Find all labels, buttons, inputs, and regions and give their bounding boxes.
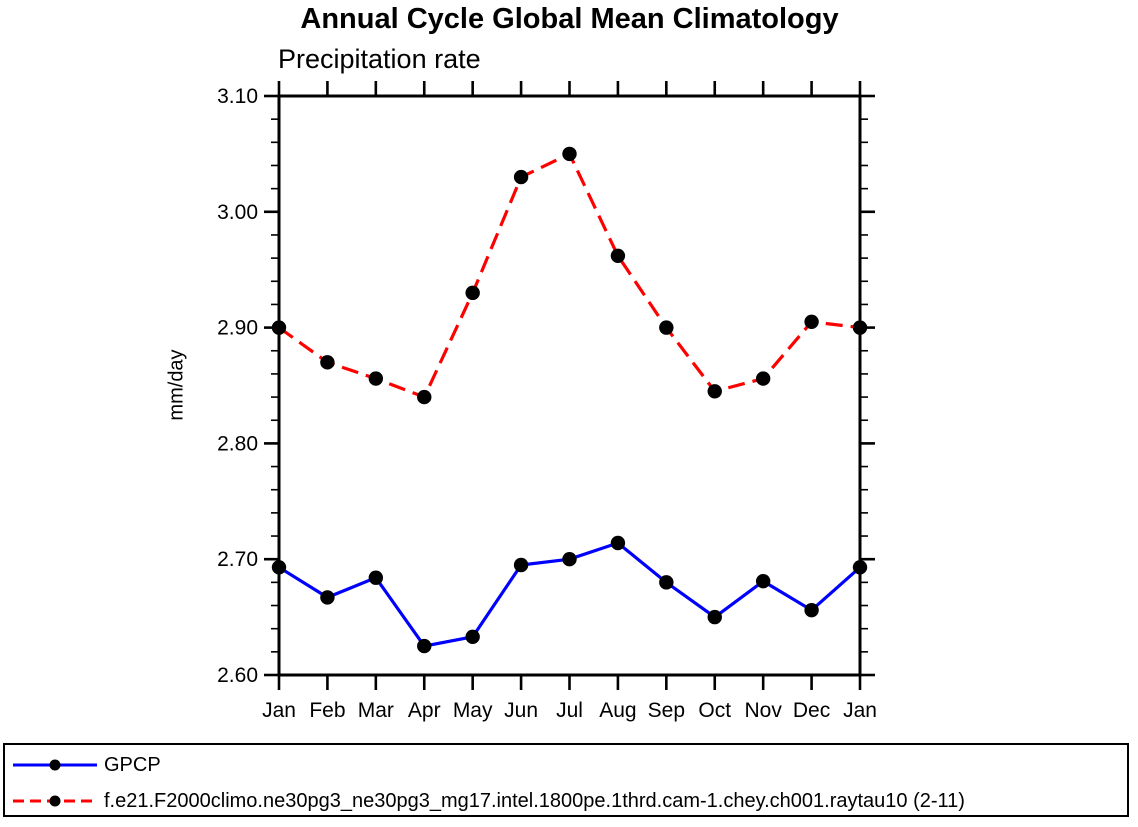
x-tick-label: May (453, 699, 493, 722)
data-point-marker (659, 320, 674, 335)
y-tick-label: 2.90 (217, 317, 258, 340)
legend-item-model: f.e21.F2000climo.ne30pg3_ne30pg3_mg17.in… (9, 787, 965, 815)
gpcp-line-sample-icon (13, 759, 97, 771)
data-point-marker (320, 355, 335, 370)
data-point-marker (368, 371, 384, 386)
x-tick-label: Aug (599, 699, 636, 722)
model-line-sample-icon (13, 795, 97, 807)
x-tick-label: Jun (504, 699, 538, 722)
data-point-marker (513, 557, 529, 573)
data-point-marker (465, 629, 480, 644)
data-point-marker (610, 535, 626, 551)
x-tick-label: Oct (698, 699, 731, 722)
data-point-marker (707, 609, 722, 625)
data-point-marker (368, 570, 384, 585)
y-tick-label: 2.60 (217, 664, 258, 687)
legend-label-gpcp: GPCP (104, 753, 161, 776)
legend-marker-dot (49, 759, 61, 771)
data-point-marker (271, 560, 287, 575)
x-tick-label: Mar (358, 699, 394, 722)
plot-canvas: 2.60 2.70 2.80 2.90 3.00 3.10 Jan Feb Mar Apr May J… (217, 81, 877, 722)
data-point-marker (465, 285, 480, 301)
x-tick-label: Apr (408, 699, 441, 722)
data-point-marker (417, 389, 432, 405)
data-point-marker (417, 638, 432, 654)
series-line-1 (278, 151, 861, 400)
x-tick-label: Jul (556, 699, 583, 722)
legend-label-model: f.e21.F2000climo.ne30pg3_ne30pg3_mg17.in… (104, 789, 965, 812)
data-point-marker (562, 552, 577, 567)
legend-box: GPCP f.e21.F2000climo.ne30pg3_ne30pg3_mg… (3, 743, 1129, 817)
y-tick-label: 3.10 (217, 85, 258, 108)
x-tick-label: Jan (843, 699, 877, 722)
x-tick-label: Jan (262, 699, 296, 722)
data-point-marker (659, 575, 674, 590)
chart-title: Annual Cycle Global Mean Climatology (300, 3, 839, 35)
legend-marker-dot (49, 795, 61, 807)
y-tick-label: 2.80 (217, 432, 258, 455)
x-tick-label: Feb (309, 699, 345, 722)
y-tick-label: 3.00 (217, 201, 258, 224)
data-point-marker (610, 248, 626, 264)
x-tick-label: Dec (793, 699, 830, 722)
chart-subtitle: Precipitation rate (278, 44, 481, 74)
data-point-marker (513, 169, 529, 185)
legend-item-gpcp: GPCP (9, 751, 161, 779)
x-tick-label: Sep (648, 699, 685, 722)
data-point-marker (320, 590, 335, 605)
data-point-marker (755, 574, 771, 589)
data-point-marker (271, 320, 287, 335)
data-point-marker (707, 384, 722, 399)
x-tick-label: Nov (744, 699, 782, 722)
y-tick-label: 2.70 (217, 548, 258, 571)
data-point-marker (562, 146, 577, 162)
data-point-marker (804, 314, 819, 330)
data-point-marker (755, 371, 771, 386)
data-point-marker (852, 560, 868, 575)
data-point-marker (852, 320, 868, 335)
data-point-marker (804, 602, 819, 618)
